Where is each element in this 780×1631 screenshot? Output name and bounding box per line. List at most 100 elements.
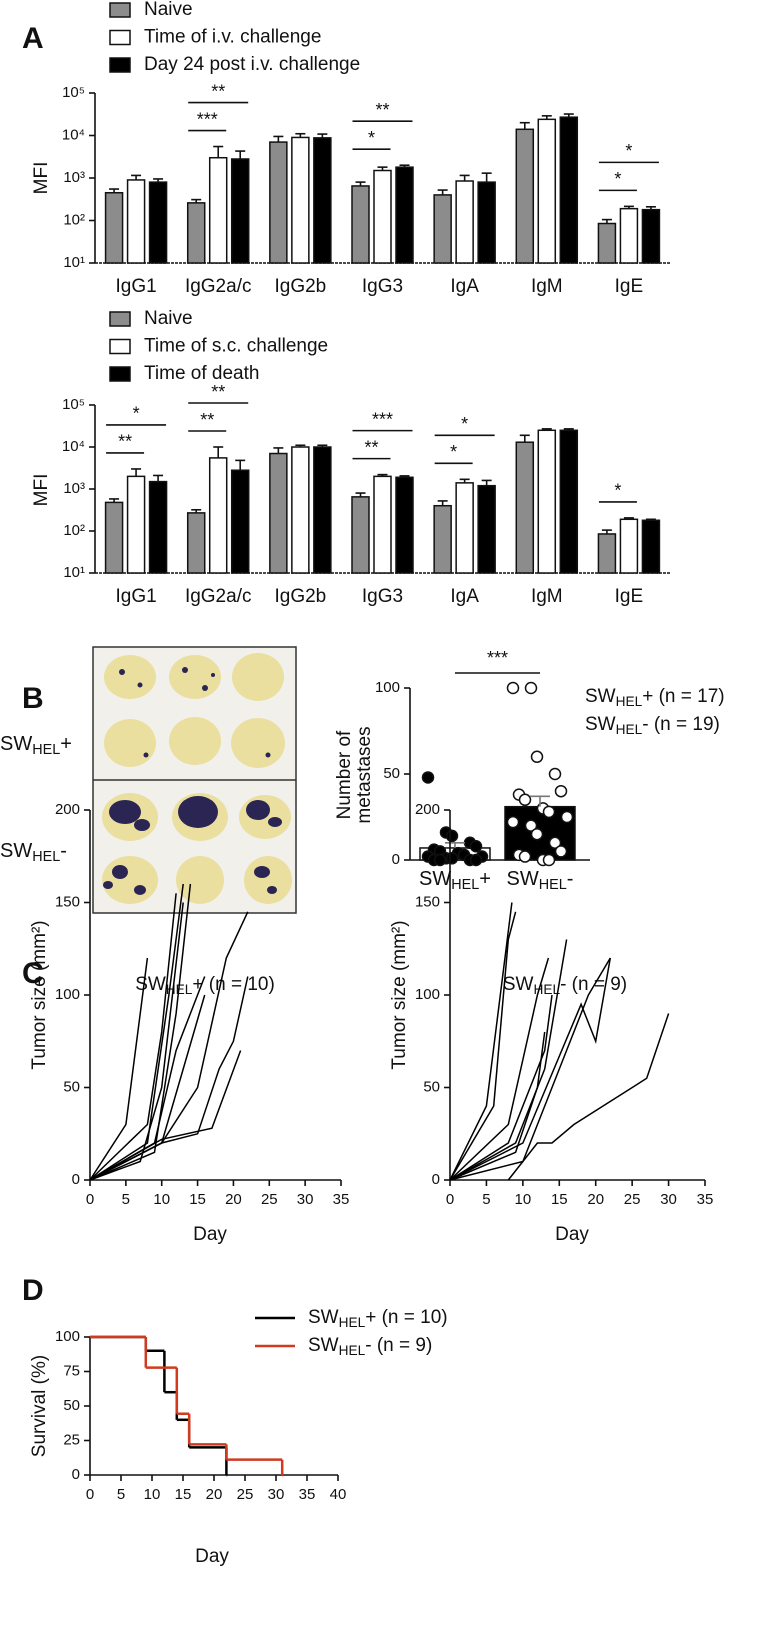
bar — [104, 501, 124, 574]
bar — [455, 180, 474, 264]
x-tick-label: 35 — [697, 1191, 714, 1208]
bar — [597, 222, 617, 264]
y-tick-label: 0 — [72, 1171, 80, 1188]
x-tick-label: 25 — [237, 1486, 254, 1503]
x-tick-label-part: - — [567, 868, 574, 890]
legend-label-part: HEL — [339, 1343, 366, 1358]
data-point — [542, 853, 556, 867]
chart-title: SWHEL- (n = 9) — [503, 974, 627, 997]
image-label-part: HEL — [32, 849, 60, 865]
bar — [559, 116, 579, 264]
x-axis-label: Day — [195, 1546, 229, 1567]
y-tick-label: 10¹ — [63, 254, 85, 271]
x-tick-label: 35 — [299, 1486, 316, 1503]
bar — [373, 475, 392, 574]
x-tick-label: 0 — [86, 1486, 94, 1503]
line — [89, 883, 184, 1181]
line — [449, 911, 517, 1181]
image-label-part: SW — [0, 840, 32, 862]
data-point — [506, 815, 520, 829]
line — [89, 911, 249, 1181]
chart-title-part: SW — [135, 974, 166, 995]
legend-label: Time of death — [144, 363, 259, 384]
bar — [619, 518, 639, 574]
x-tick-label-part: SW — [507, 868, 539, 890]
legend-label: SWHEL- (n = 19) — [585, 714, 720, 737]
x-tick-label: IgG3 — [362, 586, 403, 607]
bar — [126, 179, 146, 264]
x-tick-label: IgA — [450, 586, 479, 607]
image-label: SWHEL+ — [0, 733, 72, 758]
bar — [208, 457, 228, 574]
legend-label: SWHEL+ (n = 17) — [585, 686, 725, 709]
line — [89, 976, 249, 1181]
x-tick-label: IgG3 — [362, 276, 403, 297]
bar — [537, 118, 557, 264]
x-tick-label: 25 — [261, 1191, 278, 1208]
y-tick-label: 75 — [63, 1362, 80, 1379]
line — [89, 1050, 242, 1181]
data-point — [554, 845, 568, 858]
significance-label: ** — [364, 437, 378, 457]
legend-swatch — [109, 29, 131, 46]
y-axis-label: metastases — [354, 726, 375, 823]
bar — [395, 166, 414, 264]
x-tick-label: IgM — [531, 586, 563, 607]
y-tick-label: 100 — [375, 679, 400, 696]
data-point — [445, 852, 459, 865]
bar — [313, 137, 332, 264]
line — [89, 883, 192, 1181]
significance-label: ** — [118, 432, 132, 452]
legend-swatch — [109, 366, 131, 382]
bar — [619, 207, 639, 264]
x-tick-label: IgG1 — [115, 586, 156, 607]
y-axis-label: Survival (%) — [29, 1355, 50, 1457]
y-tick-label: 0 — [72, 1466, 80, 1483]
y-axis-label: MFI — [31, 162, 52, 195]
x-tick-label: 25 — [624, 1191, 641, 1208]
y-tick-label: 10⁴ — [62, 126, 85, 143]
x-tick-label: IgE — [615, 586, 644, 607]
data-point — [518, 793, 532, 807]
y-tick-label: 200 — [415, 801, 440, 818]
bar — [186, 202, 206, 264]
legend-label: SWHEL+ (n = 10) — [308, 1307, 448, 1330]
y-tick-label: 10⁵ — [62, 396, 85, 413]
y-tick-label: 50 — [383, 765, 400, 782]
x-tick-label: SWHEL+ — [419, 868, 491, 893]
bar — [148, 181, 168, 264]
data-point — [445, 829, 459, 843]
line — [89, 893, 177, 1181]
significance-label: * — [625, 141, 632, 161]
y-tick-label: 10¹ — [63, 564, 85, 581]
legend-label-part: + (n = 17) — [642, 686, 724, 707]
x-tick-label: IgM — [531, 276, 563, 297]
bar — [351, 496, 370, 574]
y-tick-label: 0 — [392, 851, 400, 868]
bar — [126, 475, 146, 574]
data-point — [469, 853, 483, 867]
x-tick-label: 5 — [122, 1191, 130, 1208]
data-point — [530, 827, 544, 841]
data-point — [524, 681, 538, 695]
panel-label: B — [22, 682, 44, 715]
image-label-part: - — [60, 840, 67, 862]
y-tick-label: 150 — [55, 893, 80, 910]
data-point — [506, 681, 520, 695]
legend-label: Day 24 post i.v. challenge — [144, 54, 360, 75]
x-tick-label: 0 — [86, 1191, 94, 1208]
bar — [515, 128, 535, 264]
line — [89, 957, 149, 1181]
bar — [351, 185, 370, 264]
bar — [477, 484, 496, 574]
bar — [597, 533, 617, 574]
line — [449, 994, 553, 1181]
data-point — [548, 767, 562, 781]
data-point — [518, 850, 532, 863]
line — [507, 1013, 670, 1181]
legend-label-part: - (n = 19) — [642, 714, 720, 735]
x-tick-label-part: + — [479, 868, 491, 890]
bar — [148, 480, 168, 574]
bar — [537, 429, 557, 574]
